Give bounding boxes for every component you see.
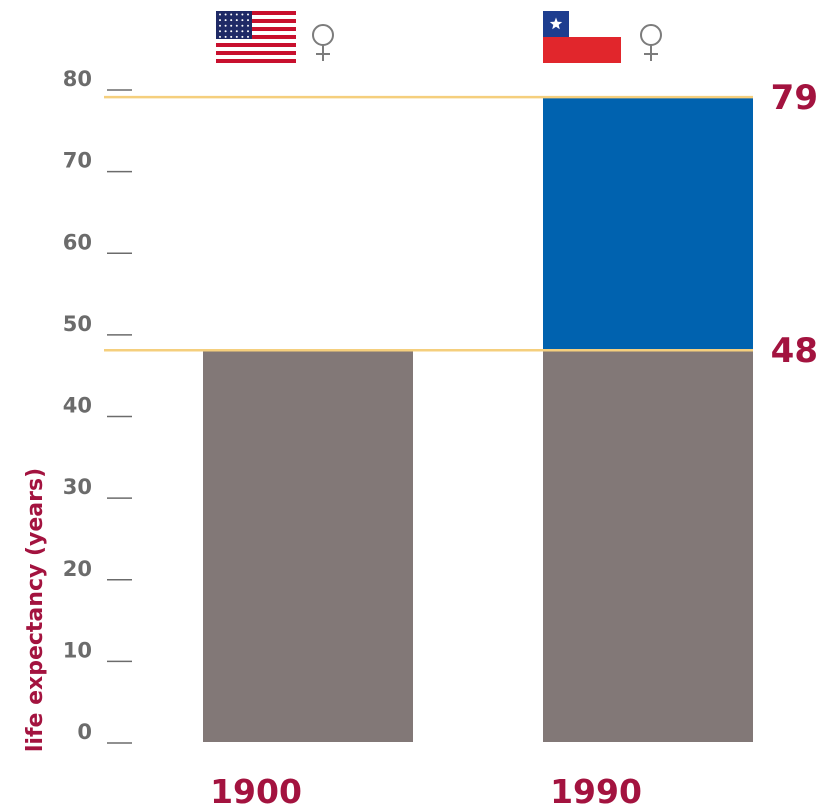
flag-star xyxy=(219,13,221,16)
reference-lines: 79 48 xyxy=(104,78,818,371)
usa-flag-icon xyxy=(216,11,296,63)
flag-stripe xyxy=(216,59,296,63)
y-tick-label: 80 xyxy=(63,67,92,91)
flag-star xyxy=(549,17,563,30)
venus-ring xyxy=(640,24,662,46)
chile-flag-icon xyxy=(543,11,621,63)
flag-star xyxy=(224,24,227,27)
flag-star xyxy=(241,24,244,27)
flag-star xyxy=(230,19,233,22)
y-tick-label: 20 xyxy=(63,557,92,581)
flag-star xyxy=(241,19,244,22)
venus-symbol-icon xyxy=(640,24,662,61)
bar-segment-base xyxy=(203,350,413,742)
flag-star xyxy=(247,35,249,38)
flag-star xyxy=(241,30,244,33)
venus-ring xyxy=(312,24,334,46)
y-tick-label: 70 xyxy=(63,149,92,173)
flag-stripe xyxy=(216,43,296,47)
venus-symbol-icon xyxy=(312,24,334,61)
flag-canton xyxy=(216,11,252,39)
flag-star xyxy=(224,19,227,22)
flag-star xyxy=(235,13,238,16)
flag-star xyxy=(230,24,233,27)
flag-stripe xyxy=(216,55,296,59)
flag-stripe xyxy=(216,39,296,43)
flag-star xyxy=(235,19,238,22)
flag-star xyxy=(247,30,249,33)
y-axis: 0 10 20 30 40 50 60 70 80 xyxy=(63,67,132,744)
flag-stripe xyxy=(216,19,296,23)
y-tick-label: 40 xyxy=(63,394,92,418)
flag-star xyxy=(230,13,233,16)
y-tick-label: 30 xyxy=(63,475,92,499)
flag-star xyxy=(235,30,238,33)
y-axis-label: life expectancy (years) xyxy=(23,468,48,752)
flag-stripe xyxy=(216,23,296,27)
flag-stripe xyxy=(216,35,296,39)
flag-star xyxy=(224,30,227,33)
flag-star xyxy=(219,24,221,27)
flag-star xyxy=(241,13,244,16)
flag-star xyxy=(247,19,249,22)
x-category-label: 1990 xyxy=(550,772,642,809)
y-tick-label: 0 xyxy=(77,720,92,744)
flag-stripe xyxy=(216,31,296,35)
flag-red-band xyxy=(543,37,621,63)
flag-stripe xyxy=(216,11,296,15)
x-category-label: 1900 xyxy=(210,772,302,809)
flag-star xyxy=(230,30,233,33)
x-axis: 1900 1990 xyxy=(210,772,642,809)
bar-segment-gain xyxy=(543,97,753,351)
flag-stripe xyxy=(216,27,296,31)
y-tick-label: 50 xyxy=(63,312,92,336)
flag-stripe xyxy=(216,15,296,19)
flag-star xyxy=(235,35,238,38)
flag-star xyxy=(241,35,244,38)
category-icons xyxy=(216,11,662,63)
flag-star xyxy=(247,24,249,27)
bars xyxy=(203,97,753,742)
y-tick-label: 10 xyxy=(63,638,92,662)
flag-star xyxy=(219,19,221,22)
flag-star xyxy=(224,35,227,38)
flag-stripe xyxy=(216,47,296,51)
flag-star xyxy=(219,30,221,33)
reference-line-label: 48 xyxy=(771,331,818,371)
flag-star xyxy=(224,13,227,16)
reference-line-label: 79 xyxy=(771,78,818,118)
flag-stripe xyxy=(216,51,296,55)
flag-star xyxy=(219,35,221,38)
flag-star xyxy=(230,35,233,38)
bar-segment-base xyxy=(543,350,753,742)
flag-star xyxy=(235,24,238,27)
y-tick-label: 60 xyxy=(63,230,92,254)
flag-star xyxy=(247,13,249,16)
